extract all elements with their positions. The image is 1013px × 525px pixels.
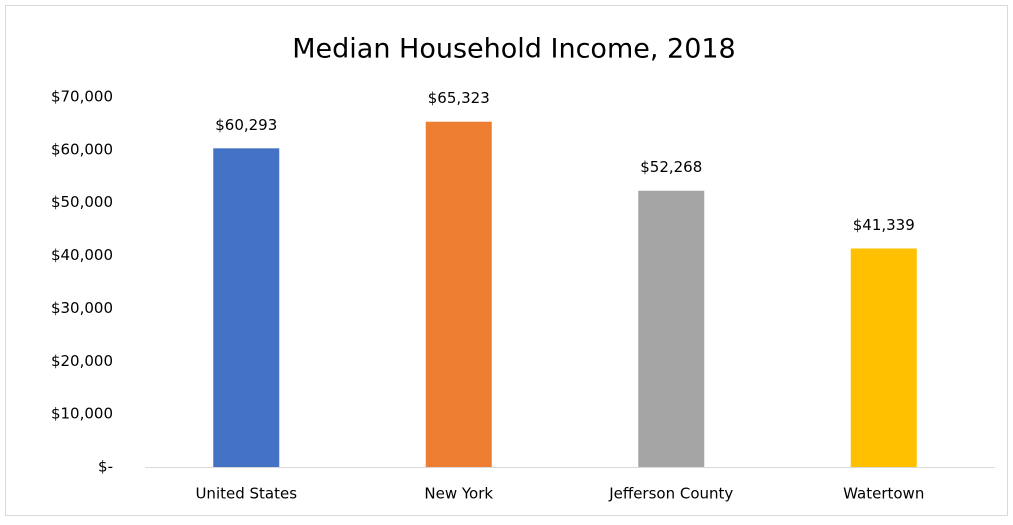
bar bbox=[850, 248, 917, 467]
y-tick-label: $30,000 bbox=[51, 299, 113, 317]
bar bbox=[213, 148, 280, 468]
y-tick-label: $20,000 bbox=[51, 352, 113, 370]
x-tick-label: United States bbox=[195, 485, 297, 503]
x-tick-label: Watertown bbox=[843, 485, 924, 503]
y-tick-label: $50,000 bbox=[51, 193, 113, 211]
chart-border bbox=[5, 5, 1008, 516]
y-tick-label: $60,000 bbox=[51, 140, 113, 158]
bar bbox=[425, 121, 492, 467]
bar bbox=[638, 190, 705, 467]
value-label: $65,323 bbox=[428, 89, 490, 107]
y-tick-label: $- bbox=[98, 458, 113, 476]
x-tick-label: Jefferson County bbox=[608, 485, 733, 503]
x-tick-label: New York bbox=[424, 485, 493, 503]
value-label: $60,293 bbox=[215, 116, 277, 134]
value-label: $41,339 bbox=[853, 216, 915, 234]
y-tick-label: $10,000 bbox=[51, 405, 113, 423]
value-label: $52,268 bbox=[640, 158, 702, 176]
chart-title: Median Household Income, 2018 bbox=[292, 34, 735, 65]
y-tick-label: $70,000 bbox=[51, 88, 113, 106]
y-tick-label: $40,000 bbox=[51, 246, 113, 264]
